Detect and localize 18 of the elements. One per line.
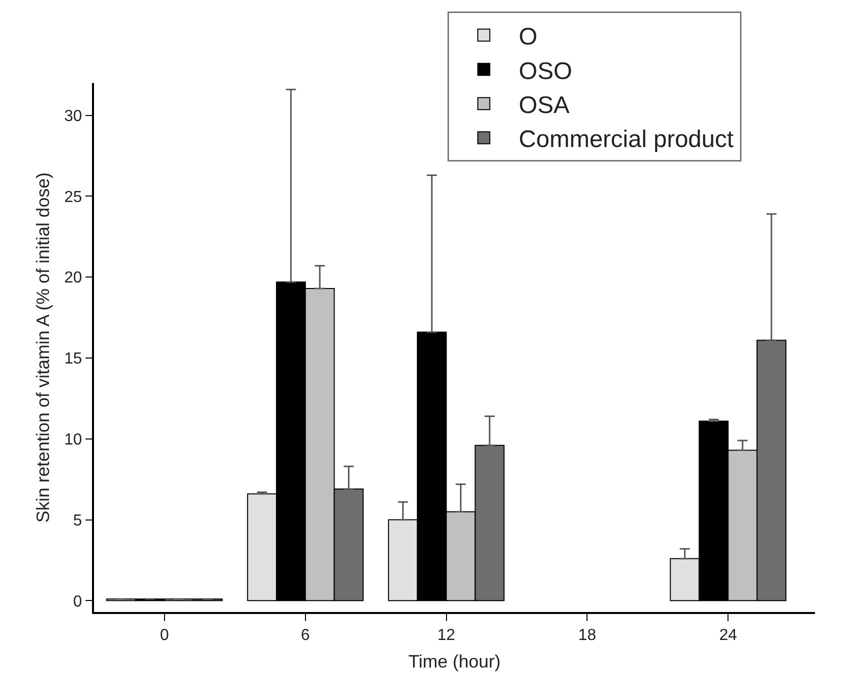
x-tick-label: 0 [160,626,170,644]
y-tick-label: 25 [64,188,82,206]
legend-label: OSA [518,92,570,119]
y-axis-title: Skin retention of vitamin A (% of initial dose) [32,172,53,523]
y-tick-label: 10 [64,432,82,448]
x-axis-title: Time (hour) [408,652,501,672]
legend-label: Commercial product [518,126,734,154]
x-tick-label: 6 [300,626,310,644]
y-tick-label: 0 [73,593,82,610]
y-tick-label: 30 [64,108,82,125]
x-tick-label: 24 [719,626,738,644]
y-tick-label: 20 [64,270,82,287]
x-tick-label: 18 [578,626,596,644]
legend-label: OSO [518,58,572,85]
legend-label: O [518,24,538,51]
y-tick-label: 15 [64,350,82,368]
y-tick-label: 5 [73,512,82,530]
x-tick-label: 12 [437,626,456,644]
